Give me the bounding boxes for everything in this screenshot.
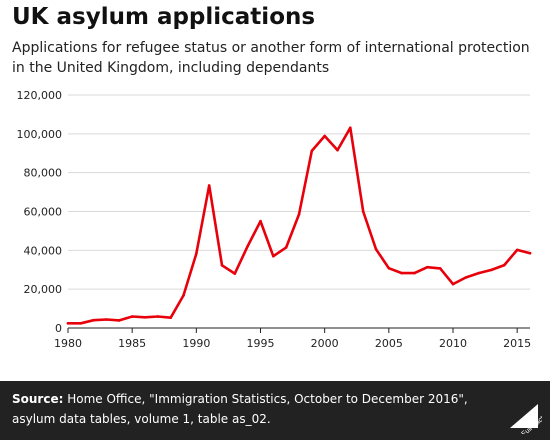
data-point	[169, 316, 172, 320]
x-tick-label: 1980	[54, 337, 82, 350]
data-point	[259, 219, 262, 223]
data-point	[464, 276, 468, 279]
data-point	[490, 268, 493, 272]
data-point	[118, 319, 121, 322]
y-tick-label: 100,000	[17, 128, 63, 141]
y-tick-label: 120,000	[17, 89, 63, 102]
data-point	[503, 263, 506, 267]
data-point	[143, 316, 147, 319]
x-tick-label: 1985	[118, 337, 146, 350]
data-point	[92, 318, 95, 322]
y-tick-label: 60,000	[24, 206, 63, 219]
data-point	[451, 282, 455, 286]
data-point	[374, 247, 378, 251]
source-label: Source:	[12, 392, 64, 406]
x-tick-label: 1990	[182, 337, 210, 350]
y-tick-label: 0	[55, 322, 62, 335]
data-point	[323, 134, 327, 138]
y-tick-label: 80,000	[24, 167, 63, 180]
data-point	[207, 184, 211, 187]
data-point	[387, 266, 391, 270]
data-point	[66, 322, 70, 325]
x-tick-label: 2010	[439, 337, 467, 350]
data-point	[477, 271, 481, 275]
data-point	[130, 315, 134, 318]
x-tick-label: 1995	[247, 337, 275, 350]
x-tick-label: 2015	[503, 337, 531, 350]
data-point	[79, 322, 83, 325]
y-tick-label: 20,000	[24, 283, 63, 296]
x-tick-label: 2005	[375, 337, 403, 350]
data-point	[438, 267, 442, 270]
data-point	[182, 294, 185, 297]
data-point	[426, 265, 429, 269]
data-point	[515, 248, 519, 252]
x-tick-label: 2000	[311, 337, 339, 350]
x-axis-ticks: 1980 1985 1990 1995 2000 2005 2010 2015	[54, 328, 531, 350]
data-point	[336, 148, 339, 152]
data-point	[361, 210, 365, 213]
grid-lines	[68, 94, 530, 290]
data-point	[246, 244, 249, 248]
data-point	[349, 126, 352, 130]
y-axis-tick-labels: 0 20,000 40,000 60,000 80,000 100,000 120,000	[17, 89, 63, 335]
data-point	[220, 264, 224, 267]
data-point	[156, 315, 160, 318]
data-point	[413, 271, 416, 275]
y-tick-label: 40,000	[24, 244, 63, 257]
data-points	[66, 126, 532, 325]
data-point	[105, 318, 108, 321]
chart-title: UK asylum applications	[12, 4, 316, 30]
line-chart: 020,00040,00060,00080,000100,000120,000 …	[17, 89, 532, 350]
data-point	[528, 251, 532, 255]
data-point	[400, 271, 404, 275]
data-point	[233, 272, 237, 275]
data-point	[284, 246, 288, 249]
data-point	[272, 254, 275, 258]
data-point	[310, 149, 314, 153]
data-point	[297, 213, 301, 216]
source-footer: Source: Home Office, "Immigration Statis…	[0, 381, 550, 440]
chart-subtitle: Applications for refugee status or anoth…	[12, 40, 530, 76]
series-line	[66, 126, 532, 325]
full-fact-logo: Full Fact	[510, 404, 542, 434]
data-point	[195, 252, 198, 256]
source-text: Home Office, "Immigration Statistics, Oc…	[12, 392, 468, 426]
